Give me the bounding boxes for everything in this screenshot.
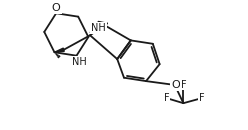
Text: F: F [181, 80, 186, 90]
Text: NH: NH [72, 57, 86, 67]
Text: F: F [199, 93, 205, 103]
Text: O: O [52, 3, 61, 13]
Text: F: F [164, 93, 169, 103]
Text: NH: NH [91, 23, 106, 33]
Text: O: O [171, 80, 180, 90]
Polygon shape [55, 48, 64, 52]
